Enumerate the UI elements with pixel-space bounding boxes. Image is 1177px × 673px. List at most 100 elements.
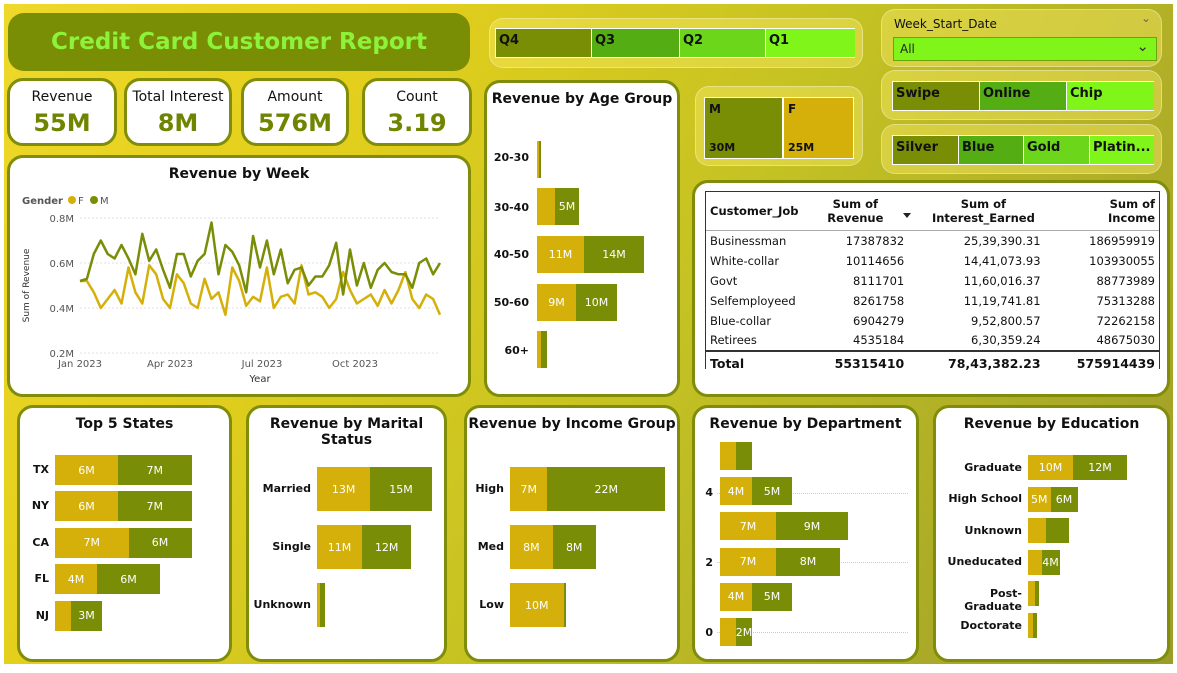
bar-segment-f: 5M — [1028, 486, 1051, 512]
table-cell: Govt — [710, 273, 738, 288]
gender-tile-value: 30M — [709, 141, 736, 154]
kpi-label: Count — [396, 89, 438, 105]
x-tick-label: Apr 2023 — [147, 359, 193, 370]
bar-segment-m — [736, 442, 752, 470]
table-row: Govt 8111701 11,60,016.37 88773989 — [706, 271, 1159, 291]
category-label: NJ — [35, 608, 49, 622]
table-cell: 6,30,359.24 — [971, 333, 1041, 347]
bar-segment-m: 5M — [752, 477, 792, 506]
bar-segment-m: 22M — [547, 467, 666, 511]
marital-status-chart: Married 13M 15M Single 11M 12M Unknown — [249, 408, 444, 659]
table-cell: 8111701 — [853, 273, 905, 288]
table-cell: 575914439 — [1058, 349, 1159, 375]
quarter-q4-button[interactable]: Q4 — [496, 29, 591, 57]
gender-tile-male[interactable]: M 30M — [704, 97, 783, 159]
quarter-q2-button[interactable]: Q2 — [679, 29, 765, 57]
quarter-slicer: Q4 Q3 Q2 Q1 — [489, 18, 863, 68]
column-header[interactable]: Sum of Revenue — [802, 192, 909, 231]
bar-segment-m: 9M — [776, 512, 848, 541]
department-chart: 4M 5M 7M 9M 7M 8M 4M 5M 2M — [695, 408, 916, 659]
quarter-q3-button[interactable]: Q3 — [591, 29, 679, 57]
bar-segment-f: 13M — [317, 467, 371, 511]
table-cell: 11,19,741.81 — [963, 293, 1041, 308]
y-tick-label: 0.4M — [49, 304, 74, 315]
category-label: Med — [477, 540, 504, 553]
card-type-buttons: Swipe Online Chip — [892, 81, 1154, 111]
kpi-amount-card: Amount 576M — [241, 78, 349, 146]
x-tick-label: Oct 2023 — [332, 359, 378, 370]
category-label: Unknown — [964, 523, 1022, 537]
y-tick-label: 0 — [705, 626, 713, 639]
chart-title: Revenue by Age Group — [491, 91, 673, 107]
silver-button[interactable]: Silver — [893, 136, 958, 164]
y-tick-label: 2 — [705, 556, 713, 569]
table-header-row: Customer_Job Sum of Revenue Sum of Inter… — [706, 192, 1159, 231]
quarter-buttons: Q4 Q3 Q2 Q1 — [495, 28, 855, 58]
table-cell: 75313288 — [1096, 293, 1155, 308]
education-card: Revenue by Education Graduate 10M 12M High … — [933, 405, 1170, 662]
y-axis-label: Sum of Revenue — [22, 248, 32, 322]
x-axis-label: Year — [248, 374, 271, 385]
week-dropdown[interactable]: All ⌄ — [893, 37, 1157, 61]
kpi-revenue-card: Revenue 55M — [7, 78, 117, 146]
quarter-q1-button[interactable]: Q1 — [765, 29, 855, 57]
column-header[interactable]: Customer_Job — [706, 192, 803, 231]
table-cell: 14,41,073.93 — [963, 253, 1041, 268]
week-dropdown-value: All — [900, 42, 915, 56]
series-line-f — [80, 264, 442, 317]
chevron-down-icon: ⌄ — [1136, 37, 1149, 55]
bar-segment-m: 5M — [752, 582, 792, 611]
education-chart: Graduate 10M 12M High School 5M 6M Unknown Uned… — [936, 408, 1167, 659]
category-label: Doctorate — [960, 618, 1022, 632]
age-bar-m: 10M — [576, 284, 617, 321]
category-label: Low — [479, 598, 504, 611]
blue-button[interactable]: Blue — [958, 136, 1023, 164]
customer-job-table-frame: Customer_Job Sum of Revenue Sum of Inter… — [705, 191, 1160, 375]
income-group-card: Revenue by Income Group High 7M 22M Med 8M 8M… — [464, 405, 680, 662]
table-cell: Businessman — [710, 233, 787, 248]
sort-desc-icon[interactable] — [903, 213, 911, 218]
table-cell: 6904279 — [853, 313, 905, 328]
chip-button[interactable]: Chip — [1066, 82, 1154, 110]
bar-segment-m — [1032, 613, 1037, 638]
kpi-count-card: Count 3.19 — [362, 78, 472, 146]
age-label: 30-40 — [493, 201, 529, 214]
kpi-label: Amount — [267, 89, 323, 105]
online-button[interactable]: Online — [979, 82, 1066, 110]
y-tick-label: 0.2M — [49, 349, 74, 360]
age-label: 60+ — [504, 344, 529, 357]
bar-segment-m — [563, 583, 567, 627]
table-cell: 17387832 — [845, 233, 905, 248]
column-header[interactable]: Sum of Income — [1058, 192, 1159, 231]
column-header[interactable]: Sum of Interest_Earned — [908, 192, 1059, 231]
revenue-by-week-chart: 0.2M 0.4M 0.6M 0.8M Jan 2023 Apr 2023 Jul 2023… — [22, 196, 442, 385]
age-label: 50-60 — [493, 296, 529, 309]
category-label: Uneducated — [947, 555, 1022, 569]
table-cell: 103930055 — [1089, 253, 1155, 268]
legend-title: Gender — [22, 196, 63, 207]
table-cell: 88773989 — [1096, 273, 1155, 288]
bar-segment-f — [1028, 581, 1035, 607]
table-cell: 9,52,800.57 — [971, 313, 1041, 328]
age-bar-f: 9M — [537, 284, 576, 321]
gold-button[interactable]: Gold — [1023, 136, 1089, 164]
collapse-icon[interactable]: ⌄ — [1140, 11, 1151, 25]
revenue-by-week-card: Revenue by Week 0.2M 0.4M 0.6M 0.8M Jan 2023… — [7, 155, 471, 397]
bar-segment-m: 6M — [1050, 486, 1078, 512]
bar-segment-m: 7M — [118, 455, 192, 485]
age-label: 40-50 — [493, 248, 529, 261]
platinum-button[interactable]: Platin... — [1089, 136, 1154, 164]
swipe-button[interactable]: Swipe — [893, 82, 979, 110]
bar-segment-m — [320, 583, 326, 627]
department-gridline — [717, 632, 908, 633]
kpi-value: 55M — [33, 109, 91, 137]
bar-segment-m: 3M — [70, 600, 103, 631]
age-bar-m — [541, 331, 547, 368]
gender-tile-female[interactable]: F 25M — [783, 97, 854, 159]
card-category-slicer: Silver Blue Gold Platin... — [881, 124, 1162, 174]
bar-segment-f: 7M — [510, 467, 548, 511]
y-tick-label: 4 — [705, 486, 713, 499]
top-states-chart: TX 6M 7M NY 6M 7M CA 7M 6M FL 4M 6M NJ 3M — [20, 408, 229, 659]
marital-status-card: Revenue by Marital Status Married 13M 15M S… — [246, 405, 447, 662]
customer-job-card: Customer_Job Sum of Revenue Sum of Inter… — [692, 180, 1170, 397]
